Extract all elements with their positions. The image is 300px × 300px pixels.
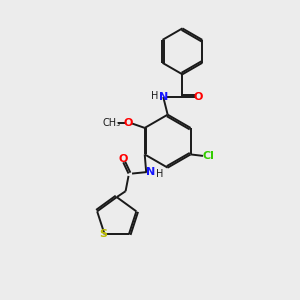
Text: O: O	[118, 154, 128, 164]
Text: O: O	[194, 92, 203, 102]
Text: Cl: Cl	[203, 151, 215, 161]
Text: H: H	[156, 169, 163, 178]
Text: N: N	[159, 92, 168, 102]
Text: O: O	[124, 118, 133, 128]
Text: N: N	[146, 167, 155, 177]
Text: CH₃: CH₃	[102, 118, 121, 128]
Text: H: H	[151, 91, 158, 100]
Text: S: S	[99, 230, 107, 239]
